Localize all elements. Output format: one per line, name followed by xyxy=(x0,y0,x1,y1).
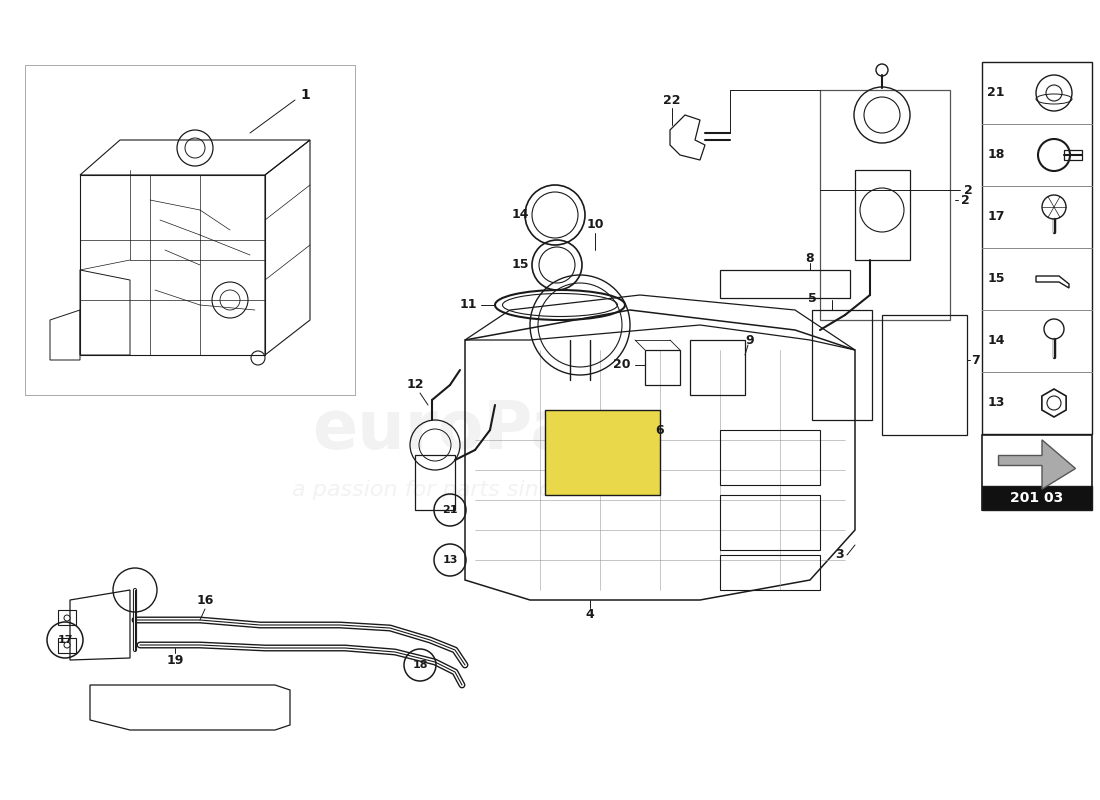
Text: 17: 17 xyxy=(988,210,1004,223)
Text: 16: 16 xyxy=(196,594,213,606)
Bar xyxy=(855,170,910,260)
Text: 19: 19 xyxy=(166,654,184,666)
Text: 5: 5 xyxy=(807,291,816,305)
Bar xyxy=(812,310,872,420)
Text: 20: 20 xyxy=(614,358,630,371)
Bar xyxy=(820,90,950,320)
Text: 22: 22 xyxy=(663,94,681,106)
Text: 13: 13 xyxy=(442,555,458,565)
Bar xyxy=(544,410,660,495)
Text: 3: 3 xyxy=(836,549,845,562)
Text: 2: 2 xyxy=(964,183,972,197)
Bar xyxy=(720,430,820,485)
Text: 201 03: 201 03 xyxy=(1011,491,1064,505)
Bar xyxy=(720,270,850,298)
Bar xyxy=(58,610,76,625)
Circle shape xyxy=(64,615,70,621)
Text: 15: 15 xyxy=(988,273,1004,286)
Bar xyxy=(25,65,355,395)
Text: 10: 10 xyxy=(586,218,604,231)
Text: 1: 1 xyxy=(300,88,310,102)
Text: 21: 21 xyxy=(988,86,1004,99)
Bar xyxy=(1064,150,1082,160)
Bar xyxy=(982,486,1092,510)
Bar xyxy=(720,495,820,550)
Text: 14: 14 xyxy=(512,209,529,222)
Bar xyxy=(58,638,76,653)
Text: 6: 6 xyxy=(656,423,664,437)
Bar xyxy=(982,435,1092,510)
Bar xyxy=(415,455,455,510)
Circle shape xyxy=(64,642,70,648)
Text: 2: 2 xyxy=(960,194,969,206)
Text: 9: 9 xyxy=(746,334,755,346)
Text: 15: 15 xyxy=(512,258,529,271)
Text: 8: 8 xyxy=(805,251,814,265)
Text: 12: 12 xyxy=(406,378,424,391)
Bar xyxy=(720,555,820,590)
Bar xyxy=(645,350,680,385)
Text: a passion for parts since 1985: a passion for parts since 1985 xyxy=(292,480,628,500)
Polygon shape xyxy=(999,440,1076,489)
Text: 18: 18 xyxy=(412,660,428,670)
Bar xyxy=(882,315,967,435)
Text: 4: 4 xyxy=(585,609,594,622)
Text: 11: 11 xyxy=(460,298,476,311)
Text: 18: 18 xyxy=(988,149,1004,162)
Bar xyxy=(982,62,1092,434)
Text: 14: 14 xyxy=(988,334,1004,347)
Text: euroPars: euroPars xyxy=(312,397,648,463)
Text: 21: 21 xyxy=(442,505,458,515)
Text: 17: 17 xyxy=(57,635,73,645)
Bar xyxy=(690,340,745,395)
Text: 13: 13 xyxy=(988,397,1004,410)
Text: 7: 7 xyxy=(970,354,979,366)
